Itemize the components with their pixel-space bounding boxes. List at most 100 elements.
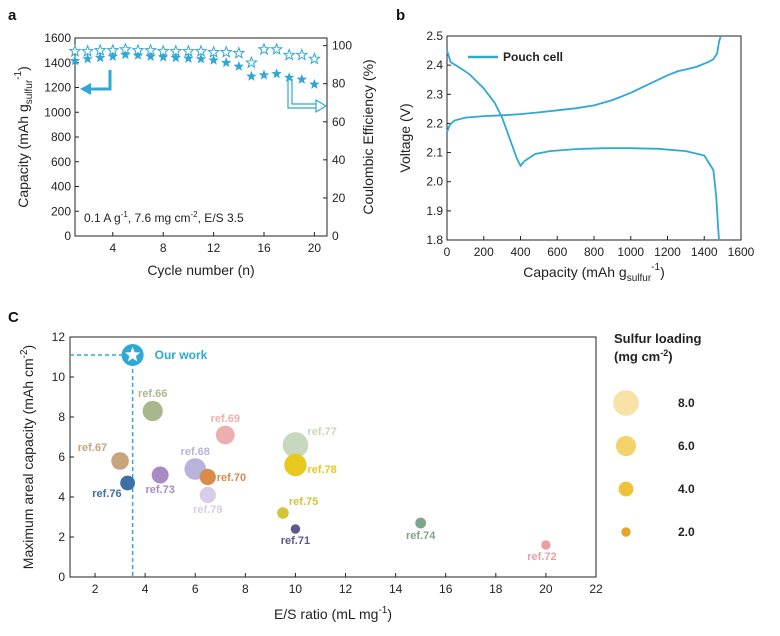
ref-label: ref.76 [92,488,121,500]
panel-b-y-label: Voltage (V) [397,103,413,172]
ce-point [81,44,95,57]
ce-point [257,42,271,56]
panel-a-right-y-label: Coulombic Efficiency (%) [360,59,376,214]
panel-a-left-tick-label: 0 [64,229,71,243]
panel-a-right-tick-label: 0 [332,229,339,243]
ce-point [169,44,183,57]
ref-label: ref.66 [138,388,167,400]
capacity-point [246,70,257,81]
legend-pouch-cell: Pouch cell [503,50,563,64]
panel-c-y-tick-label: 6 [58,450,65,464]
panel-c-x-tick-label: 12 [339,582,353,596]
ref-point [284,453,307,477]
panel-b-y-tick-label: 2.2 [426,116,443,130]
panel-b-label: b [396,7,405,24]
size-legend-marker [615,435,637,457]
ce-point [207,45,221,58]
panel-a-x-tick-label: 20 [308,241,322,255]
panel-b-y-tick-label: 2.1 [426,146,443,160]
panel-c-y-label: Maximum areal capacity (mAh cm-2) [19,345,36,569]
ref-label: ref.69 [211,413,240,425]
panel-a-capacity-series [69,49,320,89]
panel-b-y-tick-label: 2.3 [426,87,443,101]
capacity-point [107,51,118,61]
panel-c-y-ticks: 0 2 4 6 8 10 12 [52,330,74,584]
panel-c-x-tick-label: 18 [489,582,503,596]
capacity-point [284,72,295,82]
panel-b-x-tick-label: 1600 [728,245,755,259]
ce-point [307,51,321,65]
charge-curve [446,35,722,133]
panel-b-x-tick-label: 400 [510,245,530,259]
capacity-point [145,51,156,61]
capacity-point [195,53,207,64]
panel-a-left-tick-label: 1400 [44,56,71,70]
panel-b-x-tick-label: 1400 [691,245,718,259]
ce-point [282,48,296,61]
panel-a-left-tick-label: 200 [51,204,71,218]
panel-b-x-tick-label: 0 [444,245,451,259]
panel-a-right-tick-label: 20 [332,191,346,205]
panel-a-frame [74,37,328,237]
size-legend-title: Sulfur loading [614,331,701,346]
capacity-point [271,68,282,79]
capacity-point [309,78,320,89]
panel-a-x-ticks: 4 8 12 16 20 [109,232,321,255]
panel-b-x-tick-label: 200 [474,245,494,259]
ce-point [181,44,195,57]
panel-a-right-tick-label: 80 [332,77,346,91]
size-legend-label: 6.0 [678,439,695,453]
ref-point [290,524,301,534]
panel-c-x-tick-label: 8 [242,582,249,596]
size-legend-unit: (mg cm-2) [614,348,673,364]
panel-c-x-label: E/S ratio (mL mg-1) [274,605,392,622]
panel-b-x-tick-label: 1000 [617,245,644,259]
our-work-marker [121,344,144,366]
ce-point [93,43,107,56]
panel-c-frame [69,336,597,578]
panel-a-left-tick-label: 1200 [44,81,71,95]
reference-points: ref.66 ref.67 ref.76 ref.73 ref.68 ref.70 ref.… [78,388,557,563]
panel-c-y-tick-label: 2 [58,530,65,544]
ref-label: ref.70 [217,472,246,484]
ref-point [142,400,163,422]
panel-b-y-tick-label: 2.4 [426,58,443,72]
capacity-point [82,53,93,64]
panel-c-x-ticks: 2 4 6 8 10 12 14 16 18 20 22 [92,573,603,596]
ref-point [151,466,169,484]
panel-c-x-tick-label: 16 [439,582,453,596]
ce-point [270,42,284,56]
ref-label: ref.74 [406,530,436,542]
ref-point [277,507,289,519]
panel-a-label: a [8,7,17,24]
panel-c-x-tick-label: 20 [539,582,553,596]
ce-point [156,44,170,57]
our-work-label: Our work [155,348,208,362]
panel-b-x-ticks: 0 200 400 600 800 1000 1200 1400 1600 [444,236,755,259]
ce-point [118,42,132,56]
panel-c-y-tick-label: 8 [58,410,65,424]
panel-c-x-tick-label: 4 [142,582,149,596]
panel-c-x-tick-label: 10 [289,582,303,596]
ref-label: ref.72 [527,551,556,563]
capacity-point [233,61,244,71]
panel-a-right-ticks: 0 20 40 60 80 100 [323,39,352,243]
size-legend-marker [621,527,631,537]
panel-b-x-tick-label: 1200 [654,245,681,259]
ce-point [144,43,158,56]
capacity-point [183,52,194,63]
panel-a-x-label: Cycle number (n) [147,262,254,278]
panel-c-x-tick-label: 6 [192,582,199,596]
panel-a-left-tick-label: 1000 [44,105,71,119]
panel-a-x-tick-label: 8 [160,241,167,255]
discharge-curve [446,50,720,241]
left-axis-arrow [80,70,112,95]
ce-point [244,55,258,69]
ref-point [541,540,551,550]
panel-a-left-y-label: Capacity (mAh gsulfur-1) [13,66,35,208]
panel-a-x-tick-label: 12 [207,241,221,255]
panel-b-x-tick-label: 600 [547,245,567,259]
ce-point [131,43,145,56]
panel-a-left-tick-label: 600 [51,155,71,169]
